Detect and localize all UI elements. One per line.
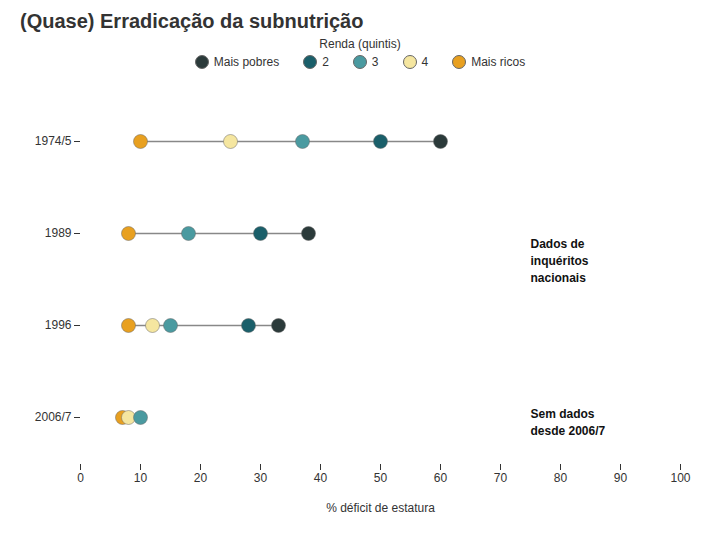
svg-text:60: 60 bbox=[434, 471, 448, 485]
svg-text:1974/5: 1974/5 bbox=[35, 134, 72, 148]
html-text:Mais ricos: Mais ricos bbox=[471, 55, 526, 69]
html-text:Mais pobres: Mais pobres bbox=[213, 55, 280, 69]
svg-text:Dados deinquéritosnacionais: Dados deinquéritosnacionais bbox=[531, 237, 589, 285]
html-text:4: 4 bbox=[421, 55, 429, 69]
svg-text:0: 0 bbox=[77, 471, 84, 485]
svg-text:20: 20 bbox=[194, 471, 208, 485]
svg-text:80: 80 bbox=[554, 471, 568, 485]
svg-text:1989: 1989 bbox=[45, 226, 72, 240]
html-text:Renda (quintis): Renda (quintis) bbox=[319, 37, 401, 51]
svg-text:100: 100 bbox=[670, 471, 690, 485]
svg-text:40: 40 bbox=[314, 471, 328, 485]
svg-text:50: 50 bbox=[374, 471, 388, 485]
svg-text:90: 90 bbox=[614, 471, 628, 485]
svg-text:10: 10 bbox=[134, 471, 148, 485]
svg-text:30: 30 bbox=[254, 471, 268, 485]
svg-text:% déficit de estatura: % déficit de estatura bbox=[326, 501, 435, 515]
html-text:2: 2 bbox=[322, 55, 329, 69]
svg-text:Sem dadosdesde 2006/7: Sem dadosdesde 2006/7 bbox=[531, 407, 606, 438]
svg-text:70: 70 bbox=[494, 471, 508, 485]
html-text:(Quase) Erradicação da subnutr: (Quase) Erradicação da subnutrição bbox=[20, 10, 364, 32]
svg-text:2006/7: 2006/7 bbox=[35, 410, 72, 424]
html-text:3: 3 bbox=[371, 55, 379, 69]
svg-text:1996: 1996 bbox=[45, 318, 72, 332]
